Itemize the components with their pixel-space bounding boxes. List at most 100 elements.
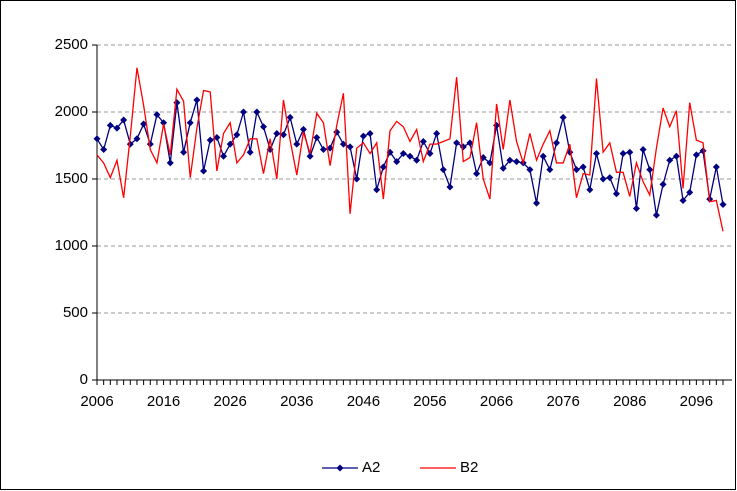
point-marker <box>193 96 201 104</box>
point-marker <box>160 119 168 127</box>
point-marker <box>612 190 620 198</box>
point-marker <box>286 113 294 121</box>
point-marker <box>186 119 194 127</box>
point-marker <box>586 186 594 194</box>
point-marker <box>206 136 214 144</box>
point-marker <box>379 163 387 171</box>
point-marker <box>559 113 567 121</box>
point-marker <box>299 125 307 133</box>
point-marker <box>439 166 447 174</box>
x-tick-label: 2056 <box>413 393 446 410</box>
point-marker <box>513 158 521 166</box>
point-marker <box>639 146 647 154</box>
point-marker <box>200 167 208 175</box>
point-marker <box>273 129 281 137</box>
point-marker <box>473 170 481 178</box>
point-marker <box>419 137 427 145</box>
point-marker <box>240 108 248 116</box>
point-marker <box>153 111 161 119</box>
point-marker <box>346 143 354 151</box>
point-marker <box>646 166 654 174</box>
legend-label: A2 <box>362 459 380 476</box>
point-marker <box>359 132 367 140</box>
point-marker <box>140 120 148 128</box>
x-tick-label: 2086 <box>613 393 646 410</box>
point-marker <box>306 152 314 160</box>
point-marker <box>453 139 461 147</box>
point-marker <box>120 116 128 124</box>
point-marker <box>592 150 600 158</box>
point-marker <box>433 129 441 137</box>
point-marker <box>499 164 507 172</box>
legend-marker <box>336 464 344 472</box>
point-marker <box>659 180 667 188</box>
point-marker <box>579 163 587 171</box>
x-tick-label: 2026 <box>214 393 247 410</box>
point-marker <box>526 166 534 174</box>
point-marker <box>393 158 401 166</box>
x-tick-label: 2066 <box>480 393 513 410</box>
series-line <box>96 67 724 232</box>
point-marker <box>399 150 407 158</box>
point-marker <box>672 152 680 160</box>
point-marker <box>712 163 720 171</box>
x-tick-label: 2016 <box>147 393 180 410</box>
point-marker <box>533 199 541 207</box>
point-marker <box>686 188 694 196</box>
point-marker <box>373 186 381 194</box>
x-tick-label: 2046 <box>347 393 380 410</box>
y-tick-label: 0 <box>80 371 88 388</box>
point-marker <box>539 152 547 160</box>
point-marker <box>413 156 421 164</box>
y-tick-label: 500 <box>63 304 88 321</box>
point-marker <box>253 108 261 116</box>
y-tick-label: 2000 <box>55 103 88 120</box>
point-marker <box>553 139 561 147</box>
x-tick-label: 2076 <box>546 393 579 410</box>
point-marker <box>126 140 134 148</box>
point-marker <box>486 159 494 167</box>
point-marker <box>293 140 301 148</box>
point-marker <box>313 133 321 141</box>
point-marker <box>679 196 687 204</box>
point-marker <box>353 175 361 183</box>
point-marker <box>546 166 554 174</box>
point-marker <box>279 131 287 139</box>
point-marker <box>632 204 640 212</box>
point-marker <box>259 123 267 131</box>
y-tick-label: 2500 <box>55 36 88 53</box>
y-tick-label: 1500 <box>55 170 88 187</box>
point-marker <box>466 139 474 147</box>
y-tick-label: 1000 <box>55 237 88 254</box>
point-marker <box>326 144 334 152</box>
point-marker <box>572 166 580 174</box>
point-marker <box>666 156 674 164</box>
point-marker <box>426 150 434 158</box>
point-marker <box>506 156 514 164</box>
point-marker <box>652 211 660 219</box>
point-marker <box>446 183 454 191</box>
point-marker <box>406 152 414 160</box>
point-marker <box>599 175 607 183</box>
point-marker <box>113 124 121 132</box>
point-marker <box>719 200 727 208</box>
point-marker <box>319 146 327 154</box>
point-marker <box>692 151 700 159</box>
point-marker <box>619 150 627 158</box>
point-marker <box>133 135 141 143</box>
point-marker <box>366 129 374 137</box>
point-marker <box>606 174 614 182</box>
point-marker <box>100 146 108 154</box>
x-tick-label: 2036 <box>280 393 313 410</box>
point-marker <box>146 140 154 148</box>
point-marker <box>233 131 241 139</box>
point-marker <box>180 148 188 156</box>
point-marker <box>226 140 234 148</box>
point-marker <box>93 135 101 143</box>
point-marker <box>213 133 221 141</box>
point-marker <box>166 159 174 167</box>
point-marker <box>626 148 634 156</box>
point-marker <box>106 121 114 129</box>
